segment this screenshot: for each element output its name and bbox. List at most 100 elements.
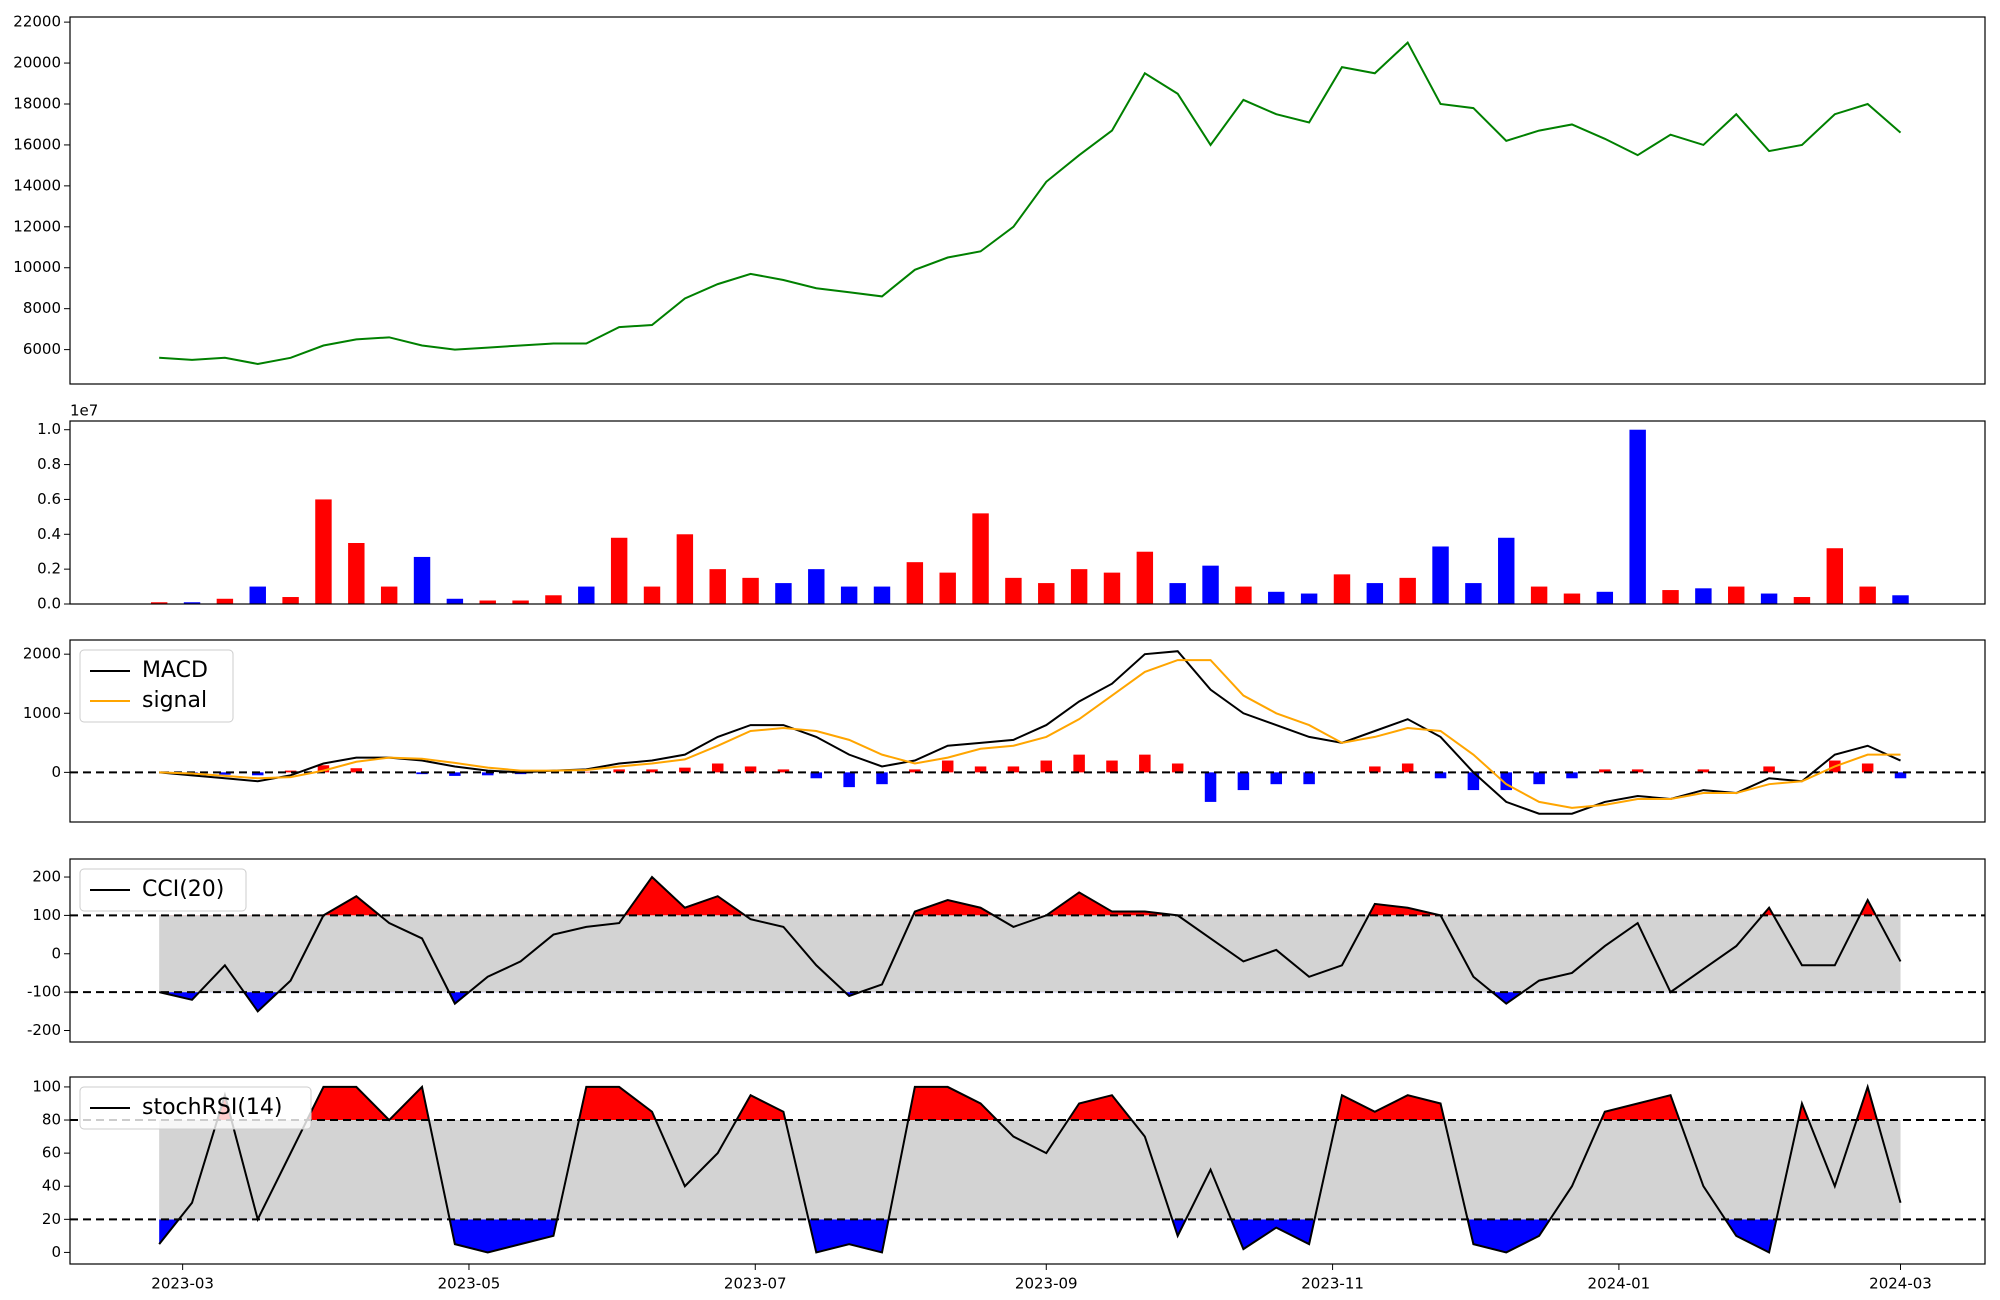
legend: stochRSI(14) bbox=[79, 1086, 312, 1130]
y-tick-label: 0.8 bbox=[37, 455, 61, 473]
y-tick-label: 1.0 bbox=[37, 420, 61, 438]
volume-bar bbox=[1629, 429, 1646, 604]
legend-box bbox=[79, 868, 247, 912]
histogram-bar bbox=[777, 769, 790, 773]
volume-bar bbox=[1136, 551, 1154, 604]
volume-bar bbox=[1465, 583, 1482, 604]
volume-bar bbox=[775, 583, 792, 604]
volume-bar bbox=[742, 577, 759, 604]
histogram-bar bbox=[284, 770, 297, 773]
volume-bar bbox=[972, 513, 989, 604]
y-tick-label: 20000 bbox=[13, 54, 61, 72]
y-tick-label: 0 bbox=[51, 1243, 61, 1261]
panel: 0.0 0.2 0.4 0.6 0.8 1.0 1e7 bbox=[37, 402, 1986, 613]
x-tick-label: 2023-03 bbox=[151, 1275, 214, 1293]
y-tick-label: 100 bbox=[32, 1077, 61, 1095]
plot-area bbox=[70, 650, 1985, 815]
histogram-bar bbox=[251, 772, 264, 776]
y-tick-label: 12000 bbox=[13, 217, 61, 235]
histogram-bar bbox=[481, 772, 494, 776]
histogram-bar bbox=[219, 772, 231, 775]
histogram-bar bbox=[1599, 769, 1611, 773]
histogram-bar bbox=[1369, 766, 1381, 773]
overbought-fill bbox=[159, 1086, 1901, 1121]
volume-bar bbox=[1366, 583, 1384, 604]
y-tick-label: 8000 bbox=[23, 299, 61, 317]
histogram-bar bbox=[1631, 769, 1644, 773]
volume-bar bbox=[1169, 583, 1186, 604]
series-line bbox=[159, 40, 1902, 365]
histogram-bar bbox=[744, 766, 757, 773]
axes-frame bbox=[69, 639, 1986, 823]
histogram-bar bbox=[679, 767, 691, 773]
volume-bar bbox=[413, 556, 431, 604]
histogram-bar bbox=[449, 772, 461, 776]
histogram-bar bbox=[646, 769, 658, 773]
volume-bar bbox=[348, 543, 365, 604]
histogram-bar bbox=[1500, 772, 1512, 791]
legend: CCI(20) bbox=[79, 868, 247, 912]
volume-bar bbox=[1793, 597, 1811, 604]
y-tick-label: 0.6 bbox=[37, 490, 61, 508]
histogram-bar bbox=[1697, 769, 1710, 773]
histogram-bar bbox=[1139, 754, 1151, 773]
neutral-band bbox=[159, 1120, 1901, 1220]
y-tick-label: 22000 bbox=[13, 13, 61, 31]
histogram-bar bbox=[1106, 760, 1118, 773]
histogram-bar bbox=[1303, 772, 1315, 785]
y-tick-label: 10000 bbox=[13, 258, 61, 276]
histogram-bar bbox=[941, 760, 954, 773]
volume-bar bbox=[1728, 586, 1745, 604]
histogram-bar bbox=[974, 766, 987, 773]
volume-bar bbox=[709, 569, 726, 604]
volume-bar bbox=[840, 586, 858, 604]
volume-bar bbox=[1103, 572, 1121, 604]
legend-label: CCI(20) bbox=[142, 877, 224, 902]
legend-label: MACD bbox=[142, 658, 208, 683]
volume-bar bbox=[380, 586, 398, 604]
x-tick-label: 2023-07 bbox=[724, 1275, 787, 1293]
panel: 0 1000 2000 MACD signal bbox=[23, 639, 1986, 823]
volume-bar bbox=[1498, 537, 1515, 604]
plot-area bbox=[150, 429, 1909, 604]
legend: MACD signal bbox=[79, 649, 234, 723]
series-line bbox=[158, 1083, 1902, 1254]
y-tick-label: 0 bbox=[51, 944, 61, 962]
histogram-bar bbox=[1533, 772, 1545, 785]
y-tick-label: 6000 bbox=[23, 340, 61, 358]
volume-bar bbox=[150, 602, 168, 604]
y-tick-label: -200 bbox=[27, 1021, 61, 1039]
axes-frame bbox=[69, 420, 1986, 605]
panel: -200 -100 0 100 200 CCI(20) bbox=[27, 858, 1986, 1043]
volume-bar bbox=[545, 595, 562, 604]
y-tick-label: 0 bbox=[51, 763, 61, 781]
volume-bar bbox=[1892, 595, 1909, 604]
volume-bar bbox=[1760, 593, 1778, 604]
histogram-bar bbox=[1237, 772, 1250, 791]
volume-bar bbox=[610, 537, 628, 604]
volume-bar bbox=[906, 562, 924, 604]
volume-bar bbox=[643, 586, 661, 604]
histogram-bar bbox=[1467, 772, 1480, 791]
offset-label: 1e7 bbox=[70, 402, 98, 420]
volume-bar bbox=[1662, 590, 1679, 604]
histogram-bar bbox=[1763, 766, 1775, 773]
histogram-bar bbox=[810, 772, 823, 779]
legend-box bbox=[79, 649, 234, 723]
histogram-bar bbox=[1894, 772, 1907, 779]
y-tick-label: 14000 bbox=[13, 176, 61, 194]
volume-bar bbox=[1695, 588, 1712, 604]
overbought-fill bbox=[323, 877, 1876, 916]
x-tick-label: 2024-01 bbox=[1588, 1275, 1651, 1293]
y-tick-label: 20 bbox=[42, 1210, 61, 1228]
y-tick-label: 16000 bbox=[13, 135, 61, 153]
y-tick-label: 18000 bbox=[13, 94, 61, 112]
histogram-bar bbox=[1861, 763, 1874, 773]
x-tick-label: 2023-05 bbox=[438, 1275, 501, 1293]
volume-bar bbox=[183, 602, 201, 604]
volume-bar bbox=[1399, 577, 1416, 604]
series-line bbox=[158, 875, 1902, 1013]
axes-frame bbox=[69, 16, 1986, 385]
volume-bar bbox=[216, 598, 234, 604]
